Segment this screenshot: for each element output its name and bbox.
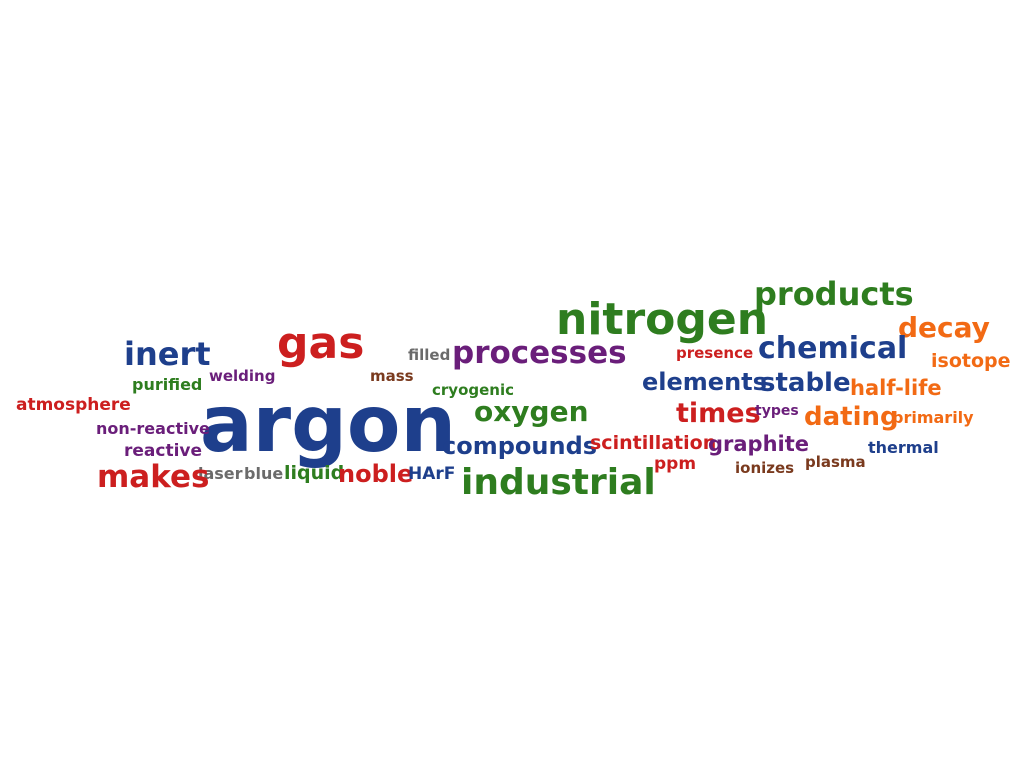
word-presence: presence [676, 344, 754, 362]
word-non-reactive: non-reactive [96, 419, 210, 438]
word-products: products [754, 275, 914, 313]
word-scintillation: scintillation [590, 432, 717, 454]
word-filled: filled [408, 346, 451, 364]
word-liquid: liquid [284, 462, 345, 484]
word-inert: inert [124, 335, 211, 373]
word-times: times [676, 398, 761, 429]
word-noble: noble [338, 460, 414, 488]
word-harf: HArF [408, 464, 456, 484]
word-decay: decay [898, 311, 990, 344]
word-primarily: primarily [892, 408, 974, 427]
word-plasma: plasma [805, 453, 866, 471]
word-industrial: industrial [461, 462, 656, 503]
word-oxygen: oxygen [474, 395, 589, 428]
word-chemical: chemical [758, 331, 908, 366]
word-types: types [755, 403, 799, 419]
word-compounds: compounds [442, 432, 598, 460]
word-laser: laser [198, 464, 243, 483]
word-makes: makes [97, 459, 210, 495]
word-isotope: isotope [931, 350, 1011, 372]
word-atmosphere: atmosphere [16, 395, 131, 415]
word-gas: gas [277, 318, 365, 369]
word-blue: blue [244, 464, 284, 483]
word-elements: elements [642, 368, 767, 396]
word-graphite: graphite [708, 432, 810, 456]
word-ppm: ppm [654, 454, 697, 474]
word-argon: argon [200, 380, 457, 470]
word-cryogenic: cryogenic [432, 381, 514, 399]
word-purified: purified [132, 375, 203, 394]
word-ionizes: ionizes [735, 459, 795, 477]
word-reactive: reactive [124, 441, 203, 461]
word-mass: mass [370, 367, 414, 385]
word-stable: stable [760, 368, 851, 398]
word-welding: welding [209, 367, 276, 385]
word-nitrogen: nitrogen [556, 294, 769, 345]
word-dating: dating [804, 402, 899, 432]
word-thermal: thermal [868, 438, 939, 457]
word-half-life: half-life [850, 376, 942, 400]
word-processes: processes [452, 335, 627, 371]
